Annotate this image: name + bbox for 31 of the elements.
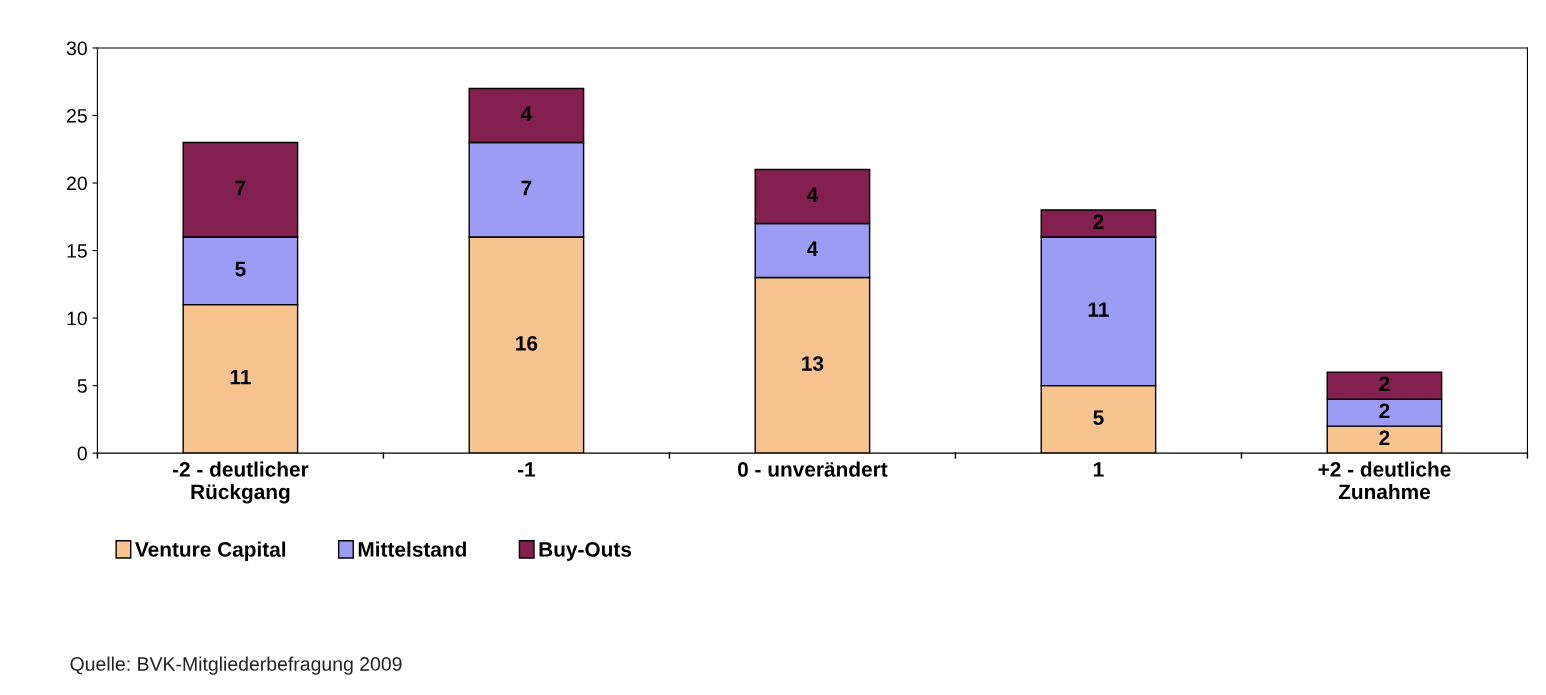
y-tick-label: 30 (66, 41, 87, 56)
data-label: 2 (1379, 403, 1390, 419)
data-label: 2 (1379, 430, 1390, 446)
source-note: Quelle: BVK-Mitgliederbefragung 2009 (70, 656, 402, 675)
data-label: 16 (516, 335, 538, 351)
data-label: 4 (806, 187, 819, 202)
data-label: 7 (235, 180, 246, 196)
legend-label: Buy-Outs (539, 542, 632, 561)
legend-label: Venture Capital (135, 541, 286, 561)
y-tick-label: 15 (67, 244, 87, 258)
y-tick-label: 5 (77, 379, 87, 393)
x-tick-label: -1 (517, 462, 536, 477)
x-tick-label: 1 (1093, 462, 1104, 477)
x-tick-label: 0 - unverändert (738, 461, 888, 477)
data-label: 11 (1088, 302, 1109, 317)
data-label: 5 (1093, 410, 1104, 425)
x-tick-label: -2 - deutlicher Rückgang (172, 461, 309, 504)
y-tick-label: 0 (77, 446, 87, 461)
data-label: 4 (520, 106, 533, 121)
y-tick-label: 10 (67, 311, 87, 326)
data-label: 5 (235, 261, 246, 277)
data-label: 13 (802, 356, 824, 371)
data-label: 2 (1379, 376, 1390, 391)
data-label: 7 (521, 180, 532, 196)
legend-label: Mittelstand (358, 541, 466, 557)
y-tick-label: 25 (67, 108, 87, 123)
data-label: 2 (1093, 214, 1104, 229)
data-label: 11 (230, 369, 251, 385)
y-tick-label: 20 (67, 176, 87, 191)
data-label: 4 (806, 241, 819, 256)
x-tick-label: +2 - deutliche Zunahme (1318, 461, 1451, 500)
